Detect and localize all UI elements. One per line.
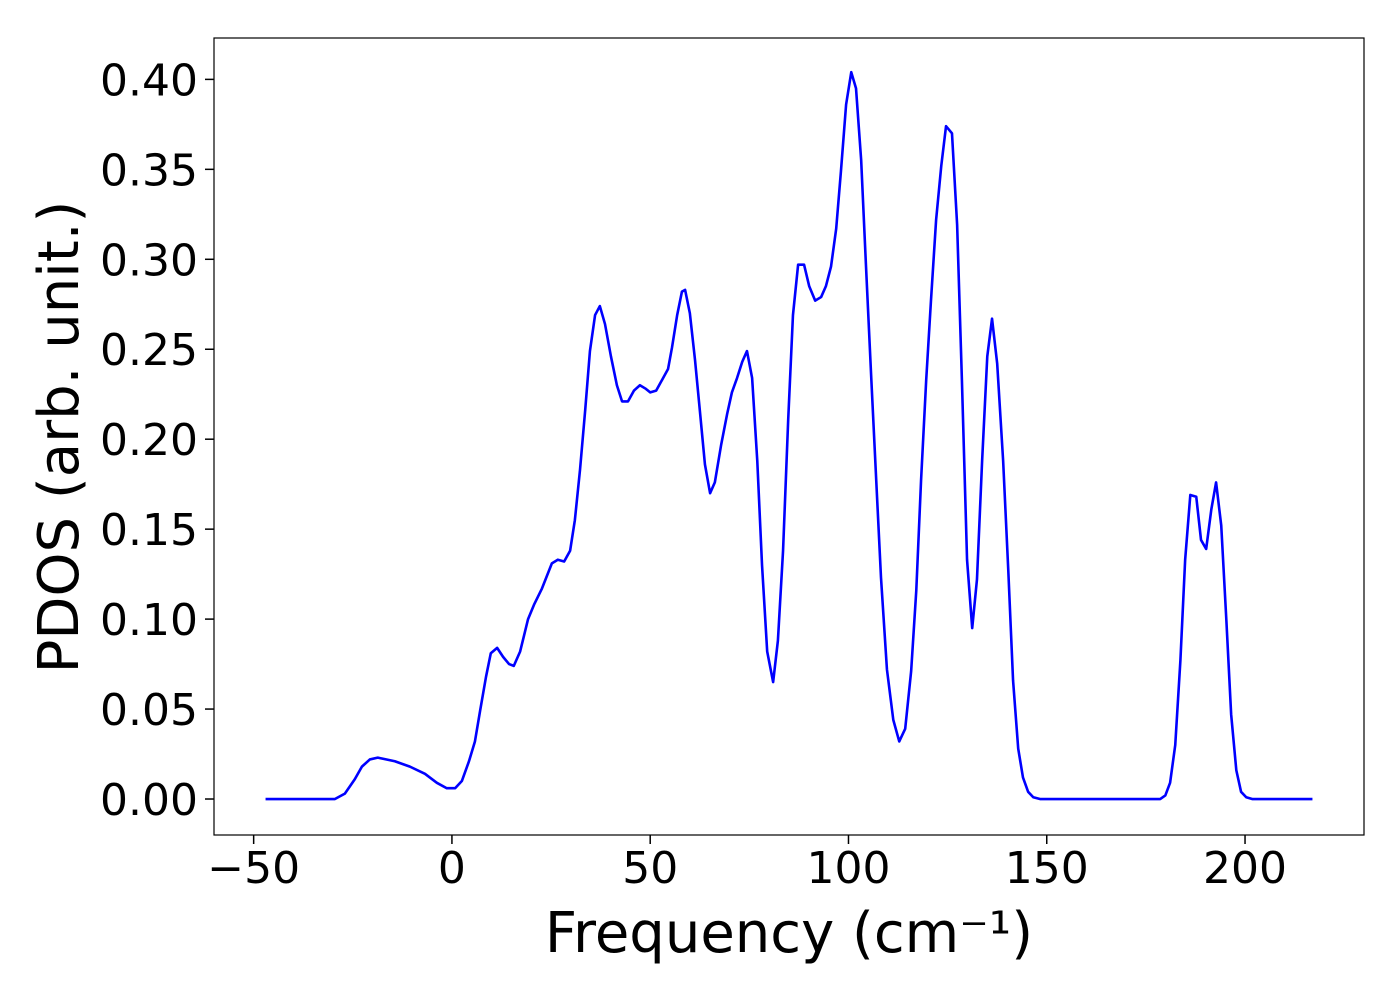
x-tick-label: 50 bbox=[622, 843, 678, 894]
x-axis-label: Frequency (cm⁻¹) bbox=[545, 901, 1033, 966]
y-tick-label: 0.25 bbox=[100, 325, 198, 376]
plot-frame bbox=[213, 37, 1365, 836]
y-tick-label: 0.00 bbox=[100, 775, 198, 826]
y-tick-label: 0.15 bbox=[100, 505, 198, 556]
y-tick-label: 0.40 bbox=[100, 55, 198, 106]
data-line bbox=[265, 70, 1313, 801]
y-tick-label: 0.20 bbox=[100, 415, 198, 466]
y-tick-label: 0.05 bbox=[100, 685, 198, 736]
y-tick-label: 0.35 bbox=[100, 145, 198, 196]
y-axis-label: PDOS (arb. unit.) bbox=[27, 201, 92, 674]
x-tick-label: 150 bbox=[1005, 843, 1089, 894]
x-tick-label: 200 bbox=[1203, 843, 1287, 894]
y-tick-label: 0.30 bbox=[100, 235, 198, 286]
y-tick-label: 0.10 bbox=[100, 595, 198, 646]
x-tick-label: 100 bbox=[806, 843, 890, 894]
x-tick-label: −50 bbox=[207, 843, 300, 894]
x-tick-label: 0 bbox=[438, 843, 466, 894]
